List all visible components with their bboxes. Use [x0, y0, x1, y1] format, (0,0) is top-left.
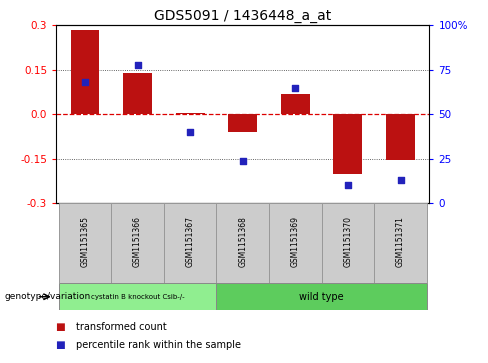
Text: cystatin B knockout Csib-/-: cystatin B knockout Csib-/- [91, 294, 184, 300]
Text: GSM1151366: GSM1151366 [133, 216, 142, 267]
Bar [123, 73, 152, 114]
Point [291, 85, 299, 91]
Text: GSM1151367: GSM1151367 [186, 216, 195, 267]
Bar [59, 283, 217, 310]
Bar [386, 114, 415, 160]
Point [344, 183, 352, 188]
Text: GSM1151365: GSM1151365 [81, 216, 89, 267]
Bar [71, 30, 100, 114]
Text: percentile rank within the sample: percentile rank within the sample [76, 340, 241, 350]
Bar [111, 203, 164, 283]
Point [239, 158, 247, 163]
Bar [59, 203, 111, 283]
Bar [322, 203, 374, 283]
Bar [281, 94, 310, 114]
Text: GSM1151370: GSM1151370 [344, 216, 352, 267]
Bar [269, 203, 322, 283]
Text: GSM1151369: GSM1151369 [291, 216, 300, 267]
Bar [217, 203, 269, 283]
Title: GDS5091 / 1436448_a_at: GDS5091 / 1436448_a_at [154, 9, 331, 23]
Point [397, 177, 405, 183]
Bar [333, 114, 363, 174]
Bar [374, 203, 427, 283]
Text: transformed count: transformed count [76, 322, 166, 332]
Bar [176, 113, 204, 114]
Point [134, 62, 142, 68]
Text: wild type: wild type [299, 292, 344, 302]
Point [81, 79, 89, 85]
Bar [228, 114, 257, 132]
Text: genotype/variation: genotype/variation [5, 292, 91, 301]
Text: GSM1151368: GSM1151368 [238, 216, 247, 267]
Point [186, 129, 194, 135]
Text: ■: ■ [56, 340, 69, 350]
Text: ■: ■ [56, 322, 69, 332]
Bar [164, 203, 217, 283]
Bar [217, 283, 427, 310]
Text: GSM1151371: GSM1151371 [396, 216, 405, 267]
